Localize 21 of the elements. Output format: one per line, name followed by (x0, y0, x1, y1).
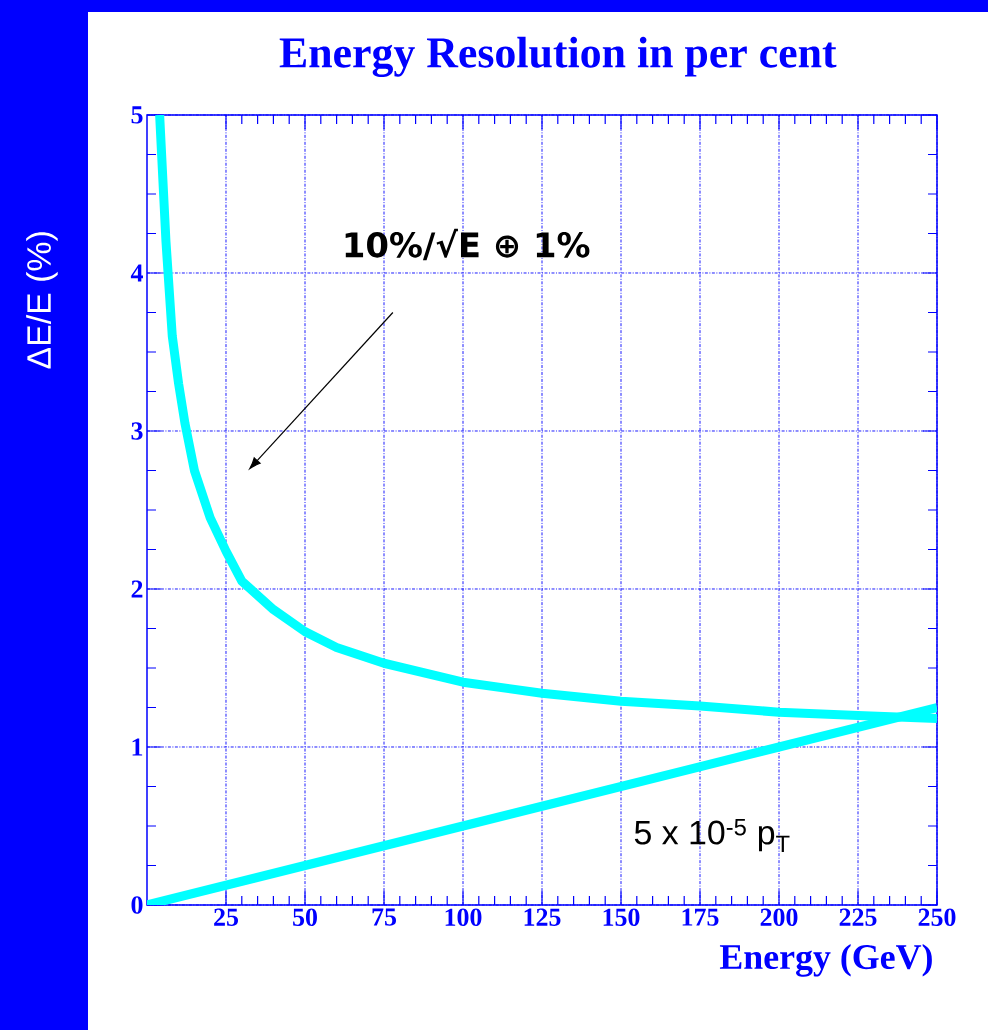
y-tick-label: 2 (131, 580, 143, 598)
x-tick-label: 25 (214, 908, 238, 926)
annotation: 10%/√E ⊕ 1% (345, 228, 590, 261)
y-tick-label: 1 (132, 738, 143, 756)
x-tick-label: 200 (760, 908, 798, 926)
y-tick-label: 0 (131, 896, 143, 914)
y-axis-title: ΔE/E (%) (26, 232, 58, 369)
y-tick-label: 5 (131, 106, 143, 124)
y-tick-label: 3 (131, 422, 143, 440)
x-tick-label: 125 (524, 908, 561, 926)
series-label: 5 x 10$^{-5}$ p$_{T}$ (634, 818, 790, 853)
x-tick-label: 150 (603, 908, 640, 926)
x-tick-label: 175 (682, 908, 719, 926)
x-tick-label: 75 (372, 908, 396, 926)
x-tick-label: 225 (839, 908, 877, 926)
chart-title: Energy Resolution in per cent (279, 36, 837, 77)
y-tick-label: 4 (130, 264, 143, 282)
x-tick-label: 100 (445, 908, 482, 926)
x-axis-title: Energy (GeV) (719, 943, 932, 977)
x-tick-label: 250 (918, 908, 956, 926)
x-tick-label: 50 (293, 908, 317, 926)
